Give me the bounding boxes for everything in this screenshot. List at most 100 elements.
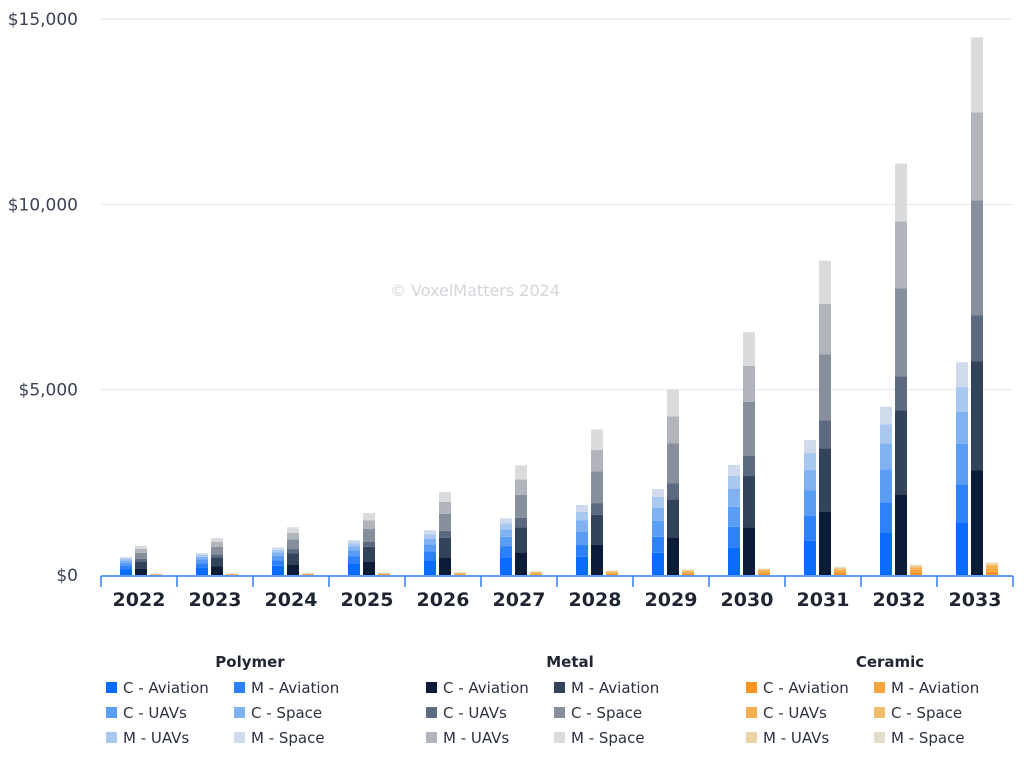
bar-polymer-m-uavs-2026 [424,534,436,539]
legend-group-title: Ceramic [855,653,925,671]
bar-polymer-c-uavs-2025 [348,550,360,557]
bar-polymer-m-space-2024 [272,547,284,550]
bar-ceramic-c-uavs-2033 [986,565,998,569]
bar-polymer-m-space-2030 [728,464,740,477]
legend-swatch [554,732,565,743]
legend-item[interactable]: C - Aviation [746,677,874,698]
category-2027 [500,465,542,575]
bar-metal-c-uavs-2026 [439,530,451,538]
bar-ceramic-m-space-2023 [226,573,238,574]
legend-item[interactable]: C - Aviation [426,677,554,698]
bar-polymer-m-aviation-2026 [424,551,436,561]
legend-swatch [106,707,117,718]
bar-metal-m-aviation-2028 [591,514,603,545]
bar-polymer-m-space-2023 [196,553,208,555]
bar-ceramic-m-space-2030 [758,568,770,569]
bar-metal-c-aviation-2029 [667,537,679,575]
bar-ceramic-c-aviation-2026 [454,574,466,575]
legend-label: M - Aviation [571,678,660,697]
bar-ceramic-m-uavs-2030 [758,568,770,570]
legend-item[interactable]: C - Aviation [106,677,234,698]
legend-item[interactable]: C - Space [554,702,684,723]
bar-ceramic-c-uavs-2032 [910,567,922,570]
legend-item[interactable]: M - Aviation [234,677,364,698]
legend-item[interactable]: M - UAVs [106,727,234,748]
bar-ceramic-m-uavs-2027 [530,571,542,573]
legend-item[interactable]: M - UAVs [426,727,554,748]
bar-metal-c-space-2022 [135,552,147,559]
bar-metal-m-uavs-2032 [895,221,907,289]
category-2033 [956,37,998,575]
bar-ceramic-c-aviation-2029 [682,573,694,575]
bar-metal-m-aviation-2031 [819,448,831,512]
bar-ceramic-c-aviation-2033 [986,571,998,575]
bar-ceramic-m-aviation-2031 [834,570,846,573]
bar-metal-m-aviation-2026 [439,537,451,558]
x-axis-tick-labels: 2022 2023 2024 2025 2026 2027 2028 2029 2030 2031… [113,589,1002,611]
bar-metal-m-space-2033 [971,37,983,113]
bar-metal-m-space-2023 [211,537,223,542]
bar-polymer-m-space-2029 [652,489,664,497]
legend-label: C - Aviation [123,678,209,697]
legend-swatch [554,707,565,718]
legend-item[interactable]: M - Space [874,727,1004,748]
bar-ceramic-c-space-2030 [758,569,770,571]
legend-label: M - Space [891,728,965,747]
legend-item[interactable]: M - UAVs [746,727,874,748]
category-2025 [348,513,390,575]
bar-ceramic-m-space-2031 [834,566,846,568]
bar-ceramic-m-space-2029 [682,569,694,571]
bar-metal-c-aviation-2022 [135,568,147,575]
category-2023 [196,537,238,576]
bar-ceramic-m-uavs-2032 [910,565,922,567]
bar-polymer-c-uavs-2022 [120,562,132,566]
legend-item[interactable]: C - UAVs [746,702,874,723]
legend-item[interactable]: M - Aviation [874,677,1004,698]
legend-swatch [874,732,885,743]
bar-polymer-c-aviation-2023 [196,567,208,575]
y-tick-label: $5,000 [19,381,78,401]
bar-metal-c-space-2033 [971,200,983,316]
bar-polymer-c-aviation-2033 [956,522,968,575]
bar-ceramic-c-uavs-2024 [302,573,314,575]
bar-metal-c-uavs-2029 [667,483,679,500]
legend-item[interactable]: C - Space [874,702,1004,723]
bar-metal-c-space-2031 [819,354,831,421]
bar-polymer-m-aviation-2022 [120,565,132,570]
legend-item[interactable]: C - UAVs [426,702,554,723]
bar-ceramic-m-uavs-2029 [682,570,694,571]
legend-group-title: Polymer [215,653,285,671]
bar-metal-m-uavs-2029 [667,416,679,444]
legend-item[interactable]: C - UAVs [106,702,234,723]
y-tick-label: $15,000 [8,10,78,30]
bar-metal-c-space-2029 [667,443,679,484]
legend-item[interactable]: M - Space [234,727,364,748]
bar-polymer-m-uavs-2033 [956,387,968,412]
bars [120,37,998,576]
bar-ceramic-c-uavs-2026 [454,573,466,574]
category-2031 [804,260,846,575]
legend-label: C - Aviation [763,678,849,697]
bar-polymer-m-uavs-2023 [196,554,208,557]
legend-swatch [106,732,117,743]
x-tick-label: 2024 [265,589,318,611]
bar-polymer-m-aviation-2032 [880,502,892,533]
legend-label: M - UAVs [763,728,830,747]
bar-polymer-m-aviation-2029 [652,536,664,553]
bar-polymer-c-space-2031 [804,470,816,491]
bar-ceramic-m-aviation-2025 [378,573,390,575]
legend-item[interactable]: M - Space [554,727,684,748]
bar-metal-m-space-2030 [743,332,755,366]
bar-metal-m-aviation-2033 [971,361,983,471]
legend-item[interactable]: M - Aviation [554,677,684,698]
legend-label: C - Aviation [443,678,529,697]
bar-metal-c-uavs-2030 [743,456,755,477]
bar-metal-m-uavs-2031 [819,303,831,355]
legend-item[interactable]: C - Space [234,702,364,723]
bar-ceramic-c-space-2026 [454,572,466,574]
y-tick-label: $10,000 [8,195,78,215]
bar-metal-c-uavs-2023 [211,554,223,558]
bar-polymer-m-space-2032 [880,406,892,425]
bar-metal-c-aviation-2026 [439,557,451,575]
bar-metal-m-space-2029 [667,389,679,417]
